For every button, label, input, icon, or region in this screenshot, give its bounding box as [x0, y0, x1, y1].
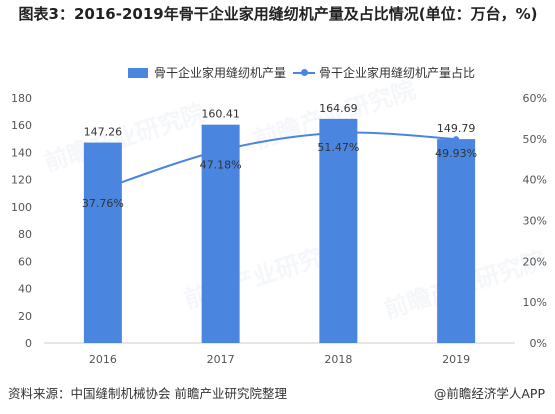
bar-value-label: 160.41: [201, 108, 240, 121]
y-right-tick-label: 50%: [523, 133, 547, 146]
share-value-label: 51.47%: [317, 141, 359, 154]
source-note: 资料来源：中国缝制机械协会 前瞻产业研究院整理: [8, 386, 287, 401]
share-value-label: 47.18%: [200, 158, 242, 171]
bar: [83, 142, 122, 343]
legend-line-label: 骨干企业家用缝纫机产量占比: [319, 66, 476, 80]
brand-tag: @前瞻经济学人APP: [433, 386, 545, 401]
x-tick-label: 2017: [207, 353, 235, 366]
y-left-tick-label: 140: [11, 146, 32, 159]
y-right-tick-label: 40%: [523, 174, 547, 187]
bar-value-label: 147.26: [84, 126, 123, 139]
share-line-point: [99, 185, 106, 192]
y-right-tick-label: 20%: [523, 255, 547, 268]
share-line-point: [217, 147, 224, 154]
share-line-point: [453, 136, 460, 143]
share-line: [99, 129, 460, 192]
bars: [83, 118, 476, 343]
y-left-tick-label: 40: [18, 283, 32, 296]
chart-title: 图表3：2016-2019年骨干企业家用缝纫机产量及占比情况(单位：万台，%): [18, 5, 538, 23]
y-left-tick-label: 0: [25, 337, 32, 350]
y-left-tick-label: 20: [18, 310, 32, 323]
legend-bar-label: 骨干企业家用缝纫机产量: [154, 66, 287, 80]
bar-value-label: 149.79: [437, 122, 476, 135]
share-line-path: [102, 131, 457, 190]
data-labels: 147.26 160.41 164.69 149.79 37.76% 47.18% 51.4…: [82, 102, 477, 210]
y-left-tick-label: 160: [11, 119, 32, 132]
legend-line-dot: [301, 69, 308, 76]
y-right-tick-label: 10%: [523, 296, 547, 309]
x-tick-label: 2018: [324, 353, 352, 366]
y-right-tick-label: 30%: [523, 215, 547, 228]
bar-value-label: 164.69: [319, 102, 358, 115]
bar: [201, 124, 240, 343]
y-left-tick-label: 80: [18, 228, 32, 241]
y-left-tick-label: 100: [11, 201, 32, 214]
bar: [319, 118, 358, 343]
bar: [437, 139, 476, 343]
y-left-tick-label: 120: [11, 174, 32, 187]
y-left-tick-label: 60: [18, 255, 32, 268]
y-right-tick-label: 60%: [523, 92, 547, 105]
legend-bar-swatch: [128, 68, 148, 78]
y-right-tick-label: 0%: [530, 337, 547, 350]
share-value-label: 49.93%: [435, 147, 477, 160]
share-value-label: 37.76%: [82, 197, 124, 210]
x-tick-label: 2016: [89, 353, 117, 366]
share-line-point: [335, 129, 342, 136]
x-tick-label: 2019: [442, 353, 470, 366]
y-left-tick-label: 180: [11, 92, 32, 105]
axes: 0 20 40 60 80 100 120 140 160 180 0% 10% 20% 30% 40% 50…: [11, 92, 547, 366]
